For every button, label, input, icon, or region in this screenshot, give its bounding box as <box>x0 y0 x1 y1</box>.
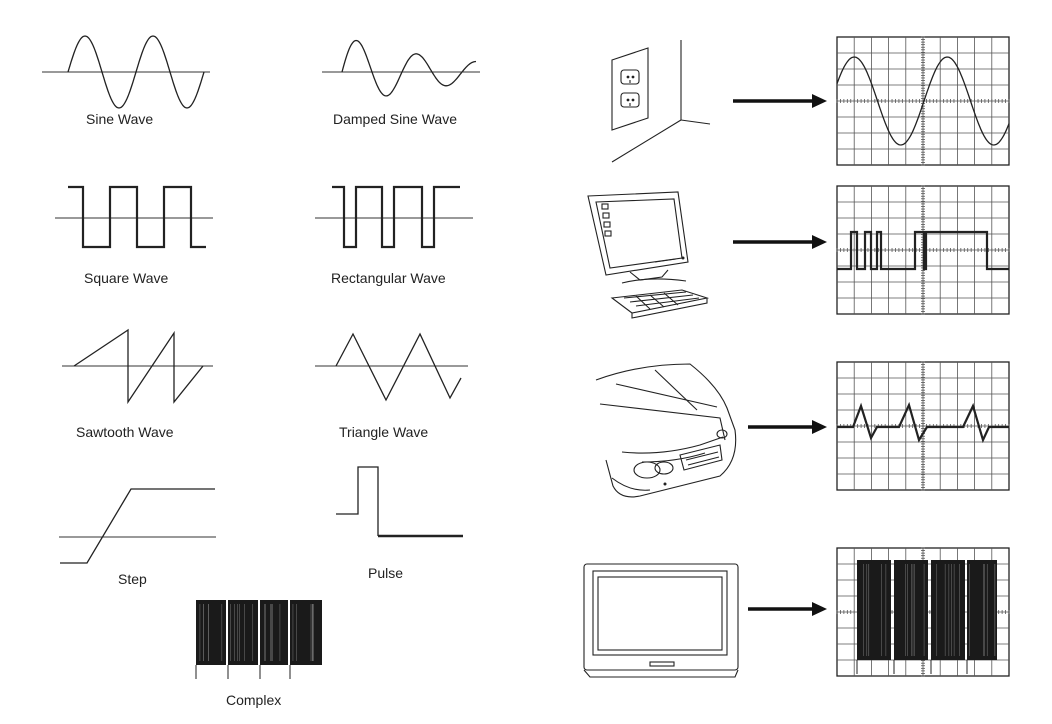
arrow-outlet-to-scope <box>733 94 827 108</box>
rectangular-wave-label: Rectangular Wave <box>331 270 446 286</box>
complex-signal-bars <box>196 600 322 679</box>
damped-sine-wave-curve <box>342 41 476 96</box>
rectangular-wave-curve <box>332 187 460 247</box>
square-wave-label: Square Wave <box>84 270 169 286</box>
complex-diagram: Complex <box>196 600 322 708</box>
triangle-wave-label: Triangle Wave <box>339 424 428 440</box>
oscilloscope-screen-square <box>837 186 1009 314</box>
step-curve <box>60 489 215 563</box>
pulse-diagram: Pulse <box>336 467 463 581</box>
pulse-label: Pulse <box>368 565 403 581</box>
computer-illustration <box>588 192 707 318</box>
oscilloscope-screen-spikes <box>837 362 1009 490</box>
sine-wave-label: Sine Wave <box>86 111 153 127</box>
triangle-wave-diagram: Triangle Wave <box>315 334 468 440</box>
step-label: Step <box>118 571 147 587</box>
wall-outlet-illustration <box>612 40 710 162</box>
rectangular-wave-diagram: Rectangular Wave <box>315 187 473 286</box>
oscilloscope-screen-complex <box>837 548 1009 676</box>
pulse-curve <box>336 467 378 536</box>
arrow-computer-to-scope <box>733 235 827 249</box>
damped-sine-wave-diagram: Damped Sine Wave <box>322 41 480 128</box>
square-wave-diagram: Square Wave <box>55 187 213 286</box>
triangle-wave-curve <box>336 334 461 400</box>
arrow-tv-to-scope <box>748 602 827 616</box>
complex-label: Complex <box>226 692 281 708</box>
television-illustration <box>584 564 738 677</box>
damped-sine-wave-label: Damped Sine Wave <box>333 111 457 127</box>
sawtooth-wave-diagram: Sawtooth Wave <box>62 330 213 440</box>
oscilloscope-screen-sine <box>837 37 1009 165</box>
square-wave-curve <box>68 187 206 247</box>
step-diagram: Step <box>59 489 216 587</box>
car-illustration <box>596 364 736 497</box>
sawtooth-wave-label: Sawtooth Wave <box>76 424 174 440</box>
sine-wave-diagram: Sine Wave <box>42 36 210 127</box>
scope-complex-trace <box>857 560 997 674</box>
arrow-car-to-scope <box>748 420 827 434</box>
